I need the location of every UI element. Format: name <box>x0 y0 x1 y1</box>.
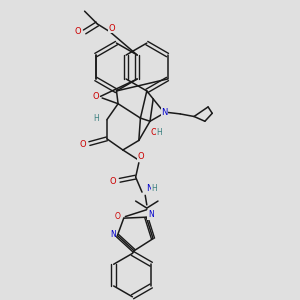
Text: O: O <box>151 128 158 137</box>
Text: N: N <box>161 108 167 117</box>
Text: O: O <box>115 212 121 221</box>
Text: H: H <box>157 128 162 137</box>
Text: N: N <box>148 210 154 219</box>
Text: O: O <box>74 27 81 36</box>
Text: O: O <box>137 152 144 161</box>
Text: O: O <box>80 140 86 149</box>
Text: O: O <box>110 177 117 186</box>
Text: N: N <box>146 184 152 194</box>
Text: H: H <box>93 114 99 123</box>
Text: H: H <box>151 184 157 194</box>
Text: O: O <box>92 92 99 101</box>
Text: N: N <box>110 230 116 239</box>
Text: O: O <box>108 24 115 33</box>
